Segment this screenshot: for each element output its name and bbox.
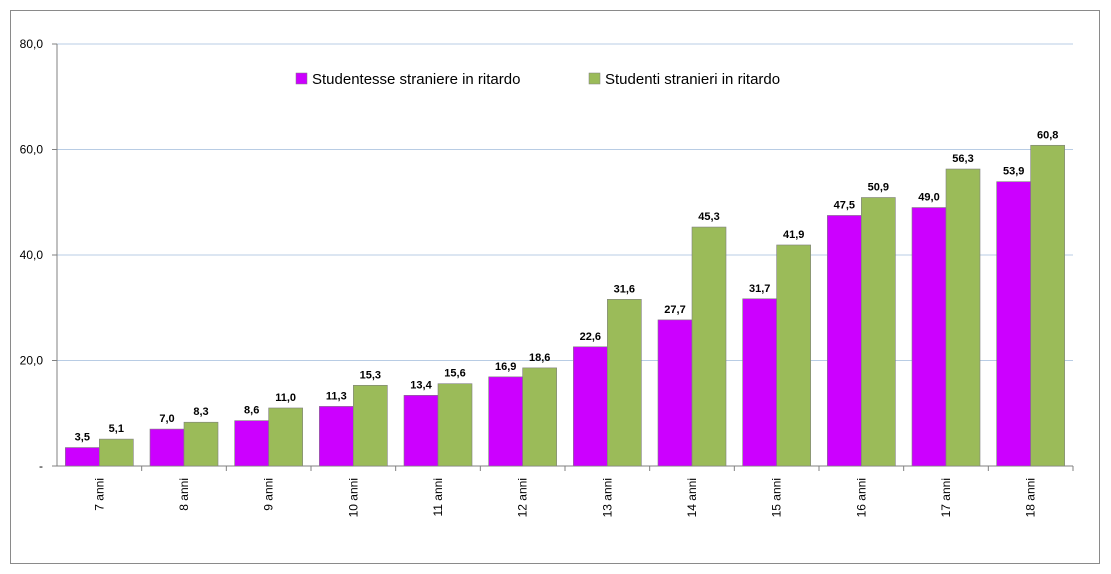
- bar: [1030, 144, 1065, 467]
- data-label: 31,7: [749, 283, 770, 295]
- bar: [945, 168, 981, 467]
- bar: [319, 406, 354, 467]
- bar: [911, 207, 947, 467]
- data-label: 8,3: [193, 406, 208, 418]
- bar: [657, 319, 693, 467]
- gridlines: [57, 43, 1073, 361]
- legend: Studentesse straniere in ritardo Studenti…: [295, 71, 780, 88]
- data-label: 11,0: [275, 392, 296, 404]
- data-label: 7,0: [159, 413, 174, 425]
- data-label: 45,3: [698, 211, 719, 223]
- bar: [353, 384, 388, 467]
- data-label: 41,9: [783, 229, 804, 241]
- x-tick-label: 7 anni: [92, 478, 106, 511]
- bar: [234, 420, 269, 467]
- bar: [149, 428, 185, 467]
- bar: [742, 298, 777, 467]
- bar: [827, 215, 862, 467]
- x-tick-label: 16 anni: [854, 478, 868, 517]
- data-label: 53,9: [1003, 166, 1024, 178]
- bar: [437, 383, 473, 467]
- y-tick-label: 80,0: [20, 37, 44, 51]
- y-tick-label: 20,0: [20, 354, 44, 368]
- x-tick-label: 17 anni: [939, 478, 953, 517]
- bar: [861, 197, 896, 467]
- bar: [488, 376, 523, 467]
- bar: [776, 244, 811, 467]
- data-labels: 3,5 5,1 7,0 8,3 8,6 11,0 11,3 15,3 13,4 15,6 16,9 1…: [75, 129, 1059, 443]
- axes: - 20,0 40,0 60,0 80,0 7 anni 8 anni 9 anni 10 an…: [20, 37, 1074, 517]
- x-tick-label: 13 anni: [600, 478, 614, 517]
- x-tick-label: 10 anni: [346, 478, 360, 517]
- bar: [99, 438, 134, 467]
- x-tick-label: 18 anni: [1024, 478, 1038, 517]
- legend-swatch: [295, 72, 308, 85]
- x-tick-label: 14 anni: [685, 478, 699, 517]
- y-tick-label: 60,0: [20, 143, 44, 157]
- data-label: 50,9: [868, 182, 889, 194]
- x-tick-label: 11 anni: [431, 478, 445, 516]
- data-label: 3,5: [75, 432, 90, 444]
- data-label: 47,5: [834, 199, 855, 211]
- legend-swatch: [588, 72, 601, 85]
- data-label: 56,3: [952, 153, 973, 165]
- data-label: 13,4: [410, 379, 432, 391]
- x-tick-label: 9 anni: [262, 478, 276, 511]
- bar: [691, 226, 727, 467]
- data-label: 27,7: [664, 304, 685, 316]
- bar: [607, 299, 642, 467]
- y-tick-label: 40,0: [20, 248, 44, 262]
- data-label: 15,6: [444, 368, 465, 380]
- data-label: 18,6: [529, 352, 550, 364]
- bar: [522, 367, 557, 467]
- x-tick-label: 8 anni: [177, 478, 191, 511]
- data-label: 31,6: [614, 283, 635, 295]
- data-label: 60,8: [1037, 129, 1058, 141]
- x-tick-label: 15 anni: [770, 478, 784, 517]
- bar: [183, 421, 219, 467]
- data-label: 8,6: [244, 405, 259, 417]
- data-label: 5,1: [109, 423, 124, 435]
- bar: [573, 346, 608, 467]
- bar: [268, 407, 303, 467]
- data-label: 11,3: [326, 390, 347, 402]
- bar: [403, 395, 439, 467]
- bars: [65, 144, 1065, 467]
- legend-label: Studentesse straniere in ritardo: [312, 71, 520, 88]
- data-label: 16,9: [495, 361, 516, 373]
- bar: [65, 447, 100, 467]
- legend-label: Studenti stranieri in ritardo: [605, 71, 780, 88]
- data-label: 49,0: [918, 192, 939, 204]
- x-tick-label: 12 anni: [516, 478, 530, 517]
- y-tick-label: -: [39, 459, 43, 473]
- bar: [996, 181, 1031, 467]
- data-label: 15,3: [360, 369, 381, 381]
- data-label: 22,6: [580, 331, 601, 343]
